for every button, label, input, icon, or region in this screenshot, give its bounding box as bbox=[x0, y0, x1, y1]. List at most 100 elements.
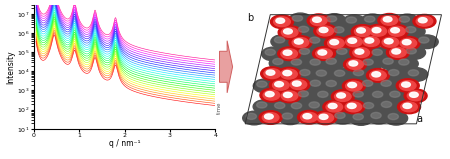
Circle shape bbox=[263, 90, 280, 100]
Circle shape bbox=[363, 37, 379, 46]
Circle shape bbox=[346, 81, 362, 91]
Circle shape bbox=[278, 47, 301, 61]
Circle shape bbox=[390, 48, 406, 57]
Circle shape bbox=[343, 15, 366, 29]
Circle shape bbox=[323, 100, 346, 114]
Circle shape bbox=[359, 78, 382, 92]
Circle shape bbox=[383, 17, 392, 22]
Circle shape bbox=[326, 102, 342, 112]
Circle shape bbox=[406, 48, 416, 54]
Circle shape bbox=[348, 38, 356, 43]
Circle shape bbox=[363, 59, 373, 65]
Circle shape bbox=[408, 70, 419, 76]
Circle shape bbox=[385, 24, 408, 38]
Circle shape bbox=[404, 89, 427, 103]
Circle shape bbox=[353, 69, 364, 76]
Circle shape bbox=[378, 78, 401, 92]
Circle shape bbox=[388, 114, 398, 120]
Circle shape bbox=[330, 25, 353, 38]
Circle shape bbox=[318, 91, 328, 97]
Circle shape bbox=[367, 24, 390, 38]
Circle shape bbox=[269, 56, 292, 70]
Text: b: b bbox=[248, 14, 253, 23]
Circle shape bbox=[378, 14, 401, 27]
Circle shape bbox=[306, 100, 328, 113]
Circle shape bbox=[346, 17, 356, 23]
Circle shape bbox=[292, 15, 302, 21]
Circle shape bbox=[278, 89, 301, 103]
Circle shape bbox=[283, 50, 292, 55]
Circle shape bbox=[382, 37, 399, 47]
Circle shape bbox=[299, 48, 310, 54]
Circle shape bbox=[361, 14, 384, 28]
Circle shape bbox=[350, 67, 373, 81]
Circle shape bbox=[306, 35, 329, 49]
Circle shape bbox=[350, 46, 373, 59]
Circle shape bbox=[353, 91, 363, 97]
Circle shape bbox=[278, 67, 301, 81]
Circle shape bbox=[296, 46, 319, 60]
Circle shape bbox=[399, 16, 410, 22]
Circle shape bbox=[345, 102, 362, 112]
Circle shape bbox=[281, 28, 298, 37]
Circle shape bbox=[265, 49, 275, 55]
Circle shape bbox=[355, 27, 371, 36]
Circle shape bbox=[360, 35, 382, 48]
Circle shape bbox=[333, 27, 344, 33]
Circle shape bbox=[397, 100, 420, 114]
Circle shape bbox=[368, 110, 391, 124]
Circle shape bbox=[401, 102, 417, 112]
Circle shape bbox=[271, 35, 294, 48]
Circle shape bbox=[295, 24, 318, 38]
Circle shape bbox=[310, 80, 320, 86]
Circle shape bbox=[300, 69, 310, 76]
Circle shape bbox=[289, 13, 312, 27]
Circle shape bbox=[326, 80, 337, 86]
Circle shape bbox=[353, 48, 369, 58]
Circle shape bbox=[292, 81, 301, 86]
Circle shape bbox=[316, 70, 327, 76]
Circle shape bbox=[351, 25, 374, 38]
Circle shape bbox=[307, 14, 330, 28]
Circle shape bbox=[353, 114, 364, 120]
Circle shape bbox=[369, 70, 386, 80]
Circle shape bbox=[405, 27, 416, 33]
Circle shape bbox=[410, 92, 418, 97]
Circle shape bbox=[399, 59, 409, 65]
Circle shape bbox=[246, 113, 256, 119]
Circle shape bbox=[391, 28, 400, 33]
Circle shape bbox=[418, 37, 429, 43]
Circle shape bbox=[298, 26, 309, 32]
Circle shape bbox=[364, 16, 375, 22]
Circle shape bbox=[271, 100, 294, 114]
Circle shape bbox=[372, 72, 381, 77]
Circle shape bbox=[276, 18, 285, 23]
Circle shape bbox=[292, 38, 309, 47]
Circle shape bbox=[317, 26, 333, 36]
Circle shape bbox=[287, 78, 310, 91]
Circle shape bbox=[313, 17, 321, 22]
Circle shape bbox=[281, 49, 297, 59]
Circle shape bbox=[291, 103, 302, 109]
Circle shape bbox=[348, 83, 356, 88]
Circle shape bbox=[416, 16, 433, 26]
Circle shape bbox=[253, 79, 276, 93]
Circle shape bbox=[372, 49, 382, 55]
Text: time: time bbox=[217, 101, 222, 114]
Circle shape bbox=[418, 18, 427, 23]
FancyArrow shape bbox=[220, 41, 233, 93]
Circle shape bbox=[296, 67, 319, 81]
Circle shape bbox=[342, 100, 365, 114]
Circle shape bbox=[347, 60, 363, 69]
Circle shape bbox=[314, 111, 337, 125]
Circle shape bbox=[314, 24, 337, 38]
Circle shape bbox=[274, 17, 290, 27]
Circle shape bbox=[372, 28, 381, 33]
Circle shape bbox=[355, 49, 364, 54]
Circle shape bbox=[318, 50, 327, 55]
Circle shape bbox=[381, 101, 392, 107]
Circle shape bbox=[413, 14, 436, 28]
Circle shape bbox=[261, 67, 284, 80]
Circle shape bbox=[326, 58, 336, 64]
Circle shape bbox=[385, 67, 408, 81]
